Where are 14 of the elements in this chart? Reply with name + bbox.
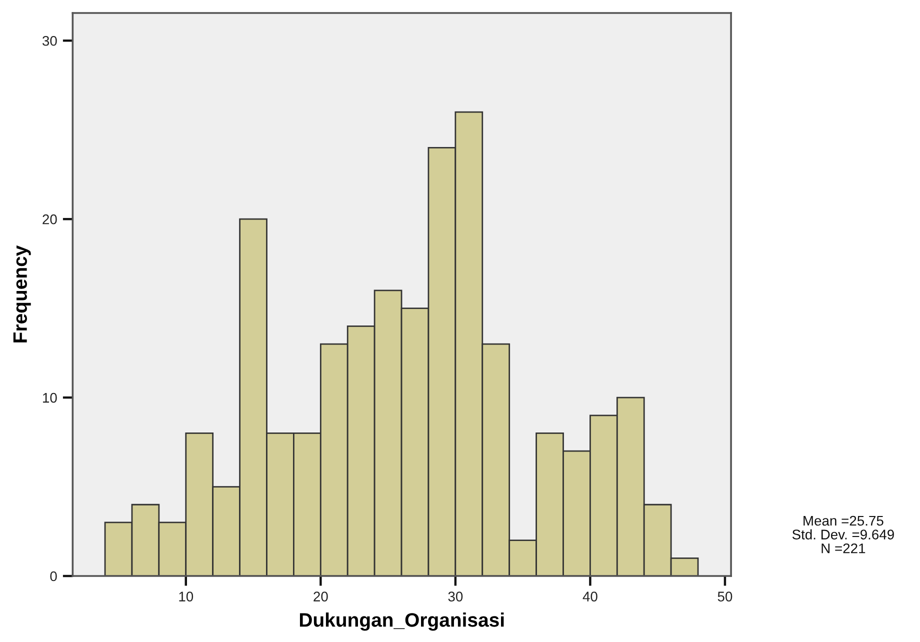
y-tick-label: 20 xyxy=(42,214,57,224)
x-tick-label: 20 xyxy=(314,592,328,602)
x-axis-title: Dukungan_Organisasi xyxy=(300,612,504,631)
text: Mean =25.75 xyxy=(804,516,884,526)
x-tick-label: 50 xyxy=(718,592,732,602)
x-tick-label: 40 xyxy=(582,592,598,602)
text: Std. Dev. =9.649 xyxy=(792,529,894,540)
y-axis-title: Frequency xyxy=(13,245,31,342)
text: N =221 xyxy=(822,543,866,554)
x-tick-label: 10 xyxy=(179,592,194,602)
y-tick-label: 0 xyxy=(50,571,57,582)
y-tick-label: 30 xyxy=(42,36,57,46)
y-tick-label: 10 xyxy=(43,392,57,403)
x-tick-label: 30 xyxy=(448,592,463,602)
